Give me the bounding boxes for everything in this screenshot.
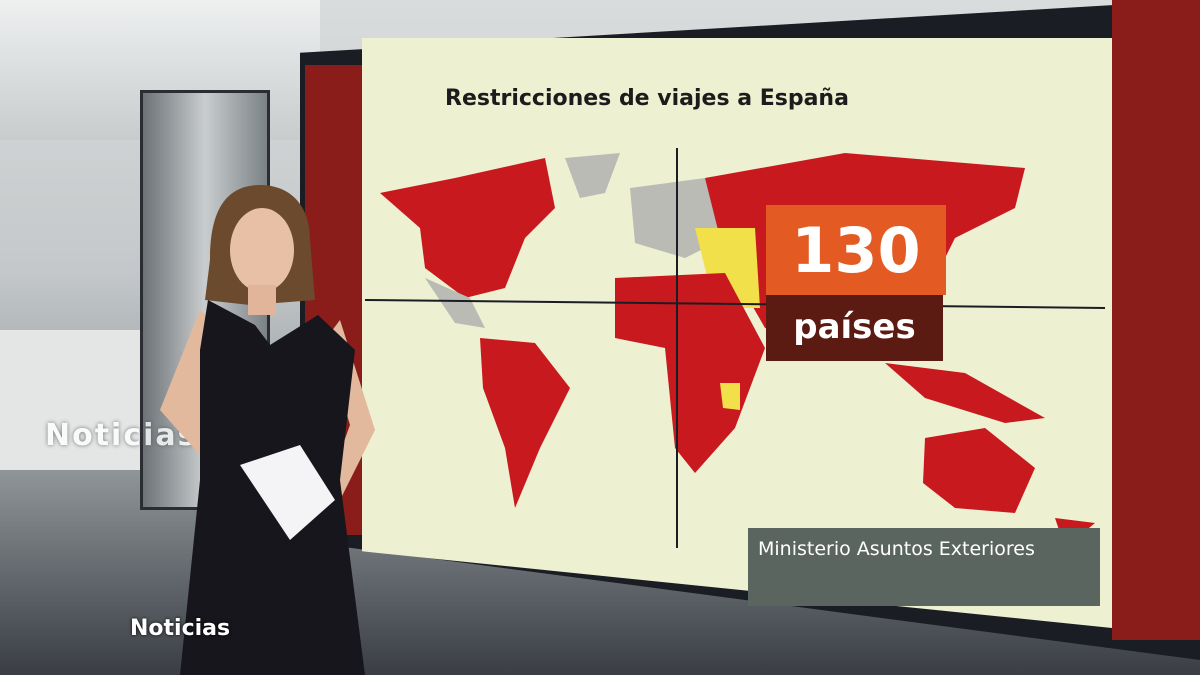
- red-side-panel-right: [1112, 0, 1200, 640]
- face: [230, 208, 294, 292]
- africa: [615, 273, 765, 473]
- source-text: Ministerio Asuntos Exteriores: [758, 538, 1035, 560]
- channel-watermark: Noticias: [130, 616, 231, 641]
- studio-logo: Noticias: [45, 418, 198, 453]
- news-desk: [0, 330, 160, 470]
- north-america: [380, 158, 555, 298]
- source-caption: Ministerio Asuntos Exteriores: [748, 528, 1100, 606]
- graphic-title: Restricciones de viajes a España: [445, 86, 849, 111]
- australia: [923, 428, 1035, 513]
- southeast-asia: [885, 363, 1045, 423]
- greenland: [565, 153, 620, 198]
- grid-line-horizontal: [365, 299, 1105, 309]
- country-count-label: países: [766, 295, 943, 361]
- africa-yellow: [720, 383, 740, 410]
- country-count: 130: [766, 205, 946, 295]
- presenter: [160, 185, 375, 675]
- neck: [248, 285, 276, 315]
- mexico: [425, 278, 485, 328]
- world-map: [365, 148, 1105, 548]
- papers: [240, 445, 335, 540]
- south-america: [480, 338, 570, 508]
